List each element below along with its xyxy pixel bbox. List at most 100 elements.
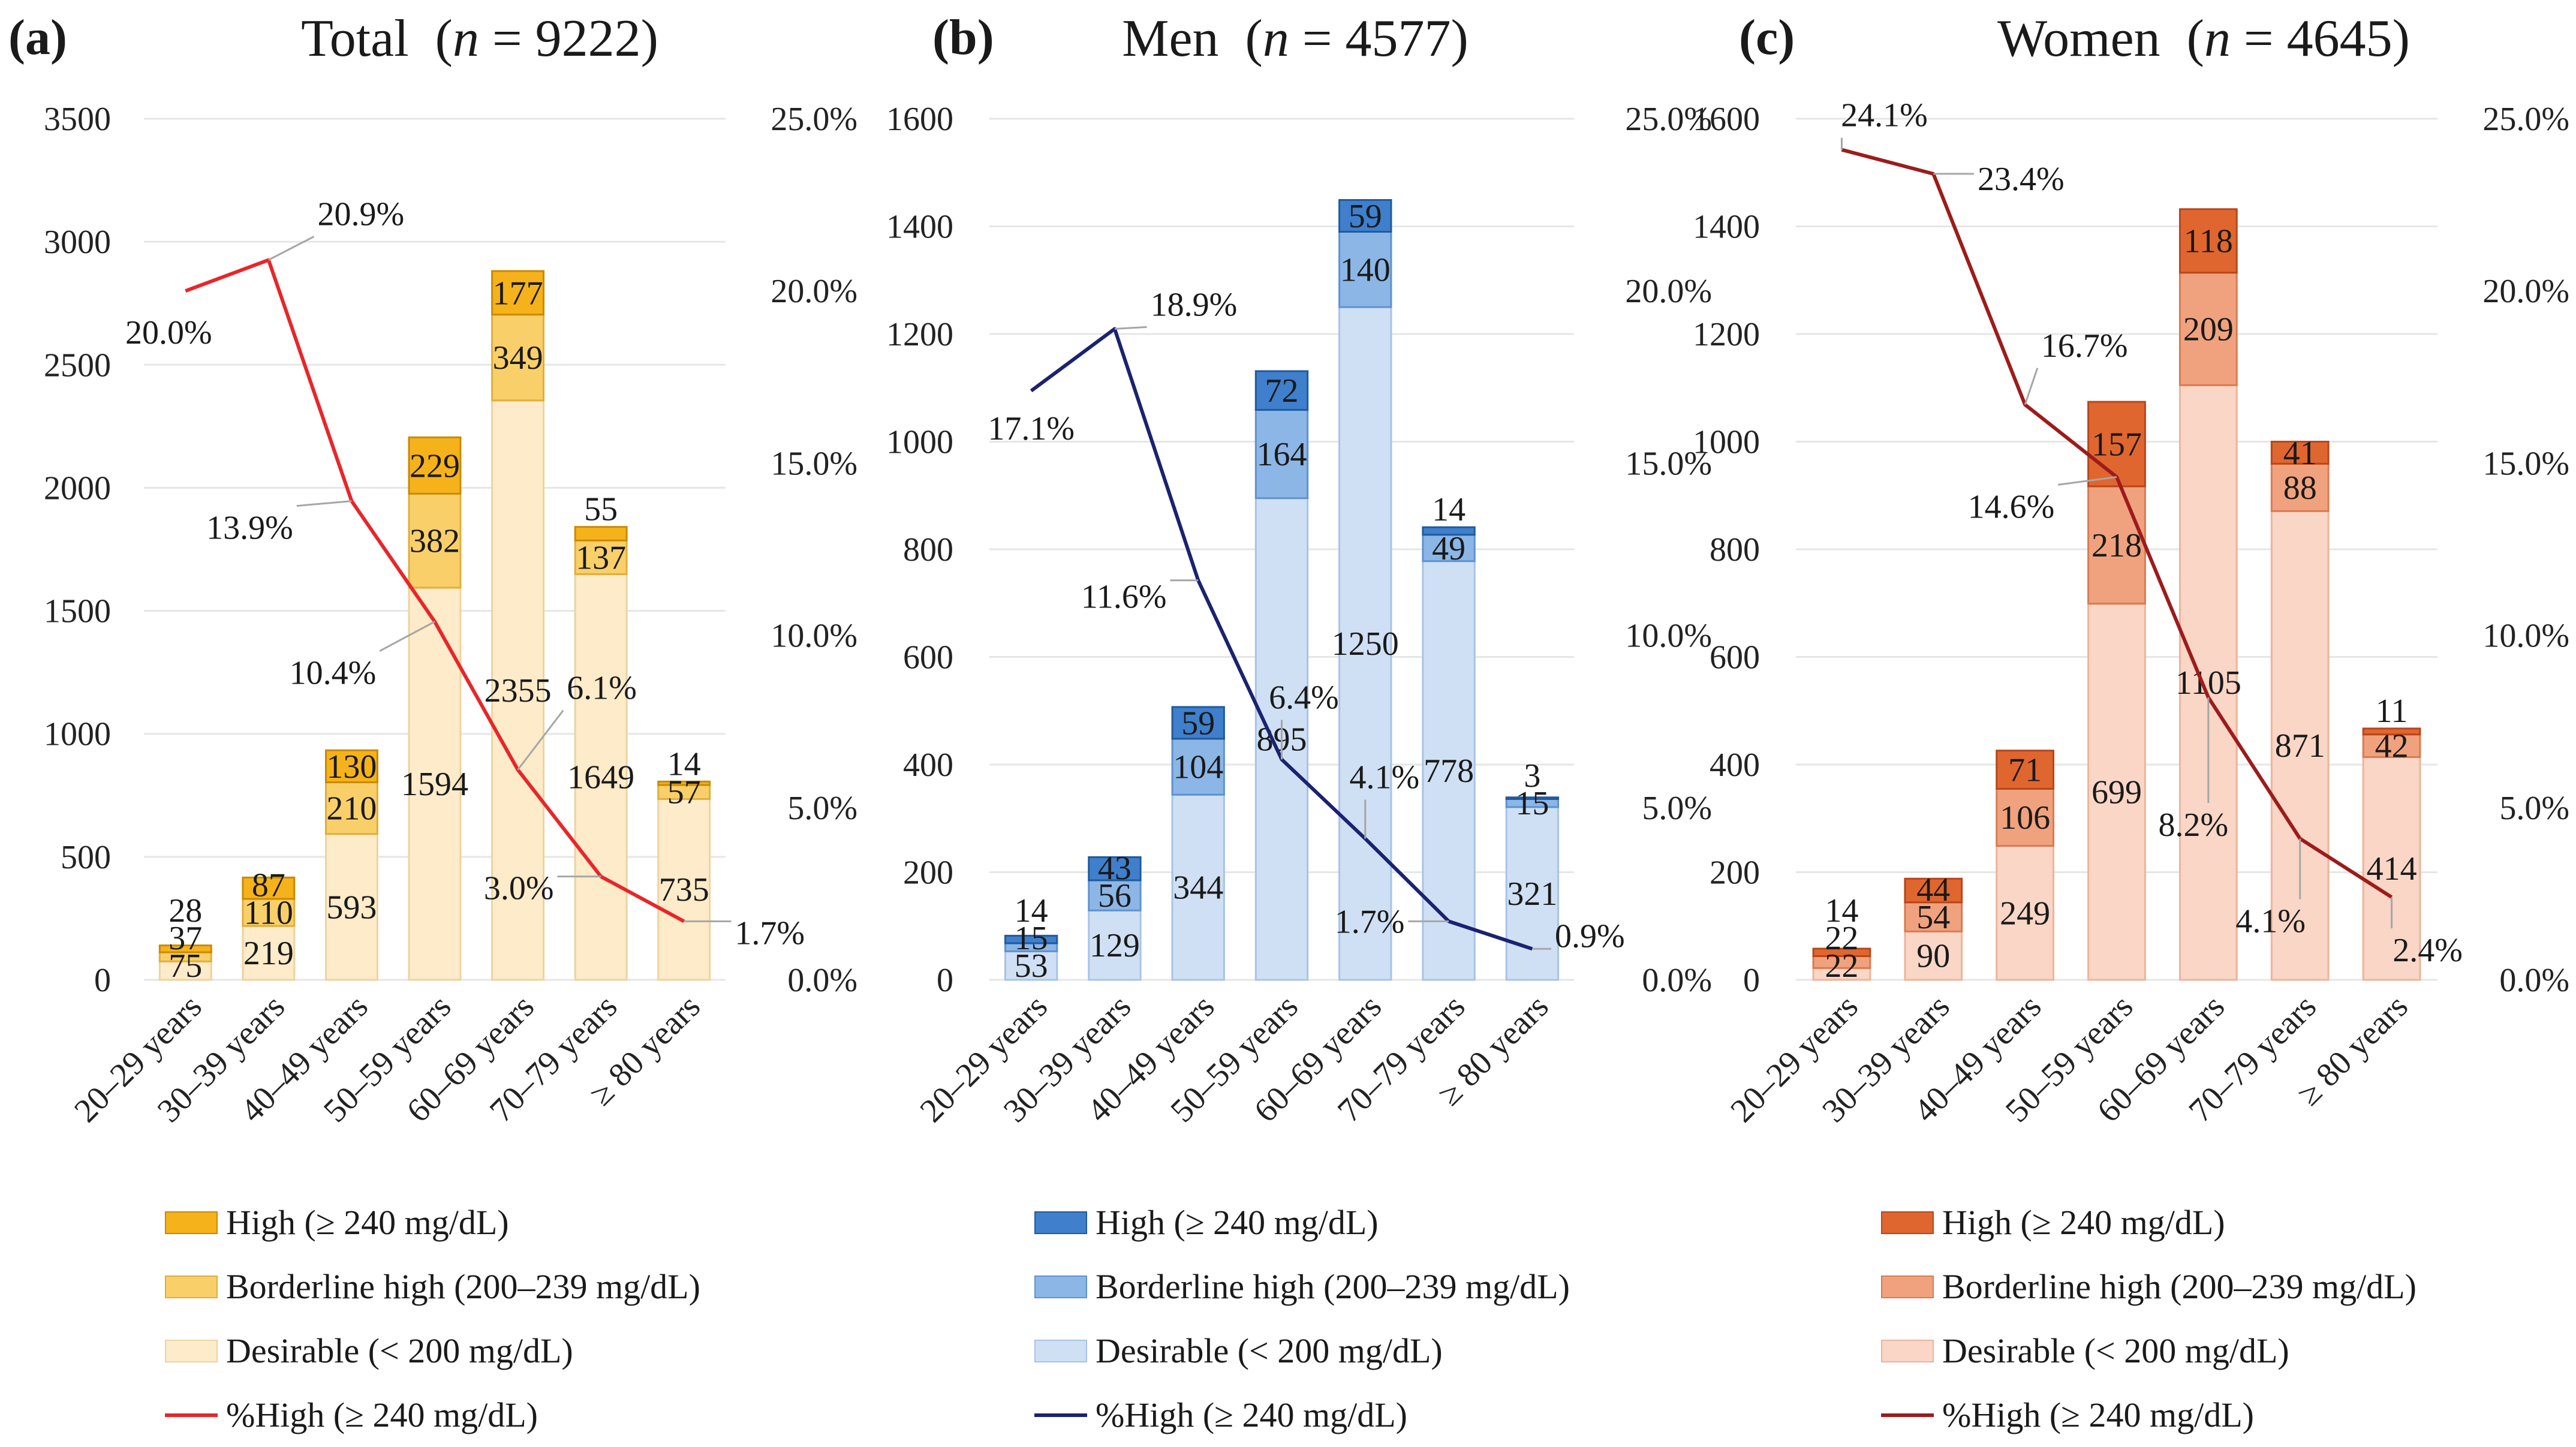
panel-a: 0 500 1000 1500 2000 2500 3000 3500 0.0% 5.0% 10.0… bbox=[44, 101, 857, 1130]
legend-swatch bbox=[1881, 1339, 1934, 1362]
bar-segment bbox=[2087, 485, 2146, 605]
y-tick-label: 600 bbox=[903, 639, 953, 676]
data-label: 11 bbox=[2376, 693, 2408, 730]
bar-segment bbox=[1422, 560, 1476, 981]
percent-label: 2.4% bbox=[2393, 932, 2463, 969]
legend-label: Desirable (< 200 mg/dL) bbox=[226, 1331, 573, 1370]
leader-line bbox=[517, 709, 564, 771]
leader-line bbox=[268, 236, 315, 261]
title-text: Total bbox=[301, 10, 409, 68]
y-tick-label: 0 bbox=[937, 962, 953, 999]
y-tick-label: 1200 bbox=[1693, 316, 1760, 353]
legend-swatch bbox=[1034, 1275, 1087, 1298]
percent-label: 3.0% bbox=[484, 870, 554, 907]
percent-label: 4.1% bbox=[1349, 759, 1419, 796]
data-label: 349 bbox=[493, 339, 543, 377]
legend-label: %High (≥ 240 mg/dL) bbox=[1942, 1395, 2254, 1434]
data-label: 75 bbox=[168, 947, 202, 985]
bar-segment bbox=[158, 960, 212, 981]
data-label: 43 bbox=[1098, 850, 1131, 887]
bar-segment bbox=[2087, 603, 2146, 981]
legend-item-high: High (≥ 240 mg/dL) bbox=[165, 1190, 700, 1255]
bar-segment bbox=[1904, 930, 1963, 981]
y2-tick-label: 5.0% bbox=[2499, 790, 2569, 827]
y2-tick-label: 25.0% bbox=[771, 101, 857, 138]
data-label: 177 bbox=[493, 275, 543, 312]
bar-segment bbox=[2087, 401, 2146, 488]
percent-label: 17.1% bbox=[988, 410, 1075, 447]
data-label: 210 bbox=[326, 790, 377, 828]
legend-swatch bbox=[1881, 1211, 1934, 1234]
y2-tick-label: 15.0% bbox=[1625, 445, 1712, 482]
data-label: 22 bbox=[1825, 920, 1858, 957]
data-label: 1649 bbox=[567, 759, 634, 796]
y2-tick-label: 5.0% bbox=[787, 790, 857, 827]
n-symbol: n bbox=[452, 10, 479, 68]
data-label: 104 bbox=[1173, 749, 1223, 786]
data-label: 72 bbox=[1265, 372, 1299, 410]
y2-tick-label: 15.0% bbox=[2482, 445, 2569, 482]
y-tick-label: 2500 bbox=[44, 347, 111, 384]
y-tick-label: 0 bbox=[94, 962, 111, 999]
data-label: 1250 bbox=[1332, 625, 1399, 663]
bar-segment bbox=[2178, 272, 2238, 386]
data-label: 2355 bbox=[484, 672, 552, 709]
bar-segment bbox=[657, 780, 711, 786]
legend-swatch bbox=[1881, 1275, 1934, 1298]
bar-segment bbox=[1088, 856, 1142, 882]
bar-segment bbox=[1996, 845, 2055, 981]
y-tick-label: 800 bbox=[903, 531, 953, 568]
percent-label: 11.6% bbox=[1081, 579, 1167, 616]
data-label: 129 bbox=[1090, 927, 1140, 964]
bar-segment bbox=[1505, 796, 1560, 800]
data-label: 90 bbox=[1916, 938, 1950, 975]
legend-label: Borderline high (200–239 mg/dL) bbox=[1096, 1267, 1570, 1306]
bar-segment bbox=[657, 798, 711, 981]
data-label: 1594 bbox=[401, 766, 468, 803]
legend-label: High (≥ 240 mg/dL) bbox=[1096, 1203, 1379, 1242]
y-tick-label: 1000 bbox=[44, 716, 111, 753]
data-label: 37 bbox=[168, 920, 202, 957]
data-label: 3 bbox=[1524, 757, 1540, 795]
data-label: 321 bbox=[1507, 876, 1557, 913]
data-label: 56 bbox=[1098, 877, 1131, 914]
percent-label: 24.1% bbox=[1841, 97, 1928, 134]
title-text: Men bbox=[1122, 10, 1219, 68]
legend-line bbox=[165, 1413, 218, 1417]
percent-label: 23.4% bbox=[1978, 161, 2065, 198]
bar-segment bbox=[1422, 526, 1476, 536]
legend-item-line: %High (≥ 240 mg/dL) bbox=[1034, 1383, 1570, 1447]
data-label: 219 bbox=[243, 935, 294, 972]
bar-segment bbox=[1254, 370, 1309, 411]
bar-segment bbox=[1171, 706, 1225, 740]
data-label: 735 bbox=[659, 871, 709, 908]
bar-segment bbox=[574, 526, 628, 542]
n-value: 4645 bbox=[2286, 10, 2393, 68]
bar-segment bbox=[491, 399, 545, 981]
bar-segment bbox=[2270, 441, 2330, 465]
y2-tick-label: 25.0% bbox=[1625, 101, 1712, 138]
bar-segment bbox=[1996, 787, 2055, 847]
percent-label: 6.1% bbox=[567, 670, 637, 707]
y2-tick-label: 5.0% bbox=[1642, 790, 1712, 827]
panel-a-label: (a) bbox=[8, 10, 67, 65]
data-label: 41 bbox=[2283, 435, 2317, 472]
legend-item-high: High (≥ 240 mg/dL) bbox=[1881, 1190, 2416, 1255]
data-label: 218 bbox=[2092, 527, 2142, 564]
bar-segment bbox=[324, 749, 378, 784]
leaders bbox=[268, 236, 732, 922]
y-tick-label: 200 bbox=[903, 855, 953, 892]
bar-segment bbox=[1338, 230, 1392, 308]
data-label: 28 bbox=[168, 892, 202, 929]
bars bbox=[158, 270, 711, 981]
data-label: 55 bbox=[584, 491, 618, 528]
panel-b-title: Men (n = 4577) bbox=[1122, 10, 1468, 68]
n-value: 9222 bbox=[535, 10, 641, 68]
data-label: 15 bbox=[1015, 920, 1048, 957]
bar-segment bbox=[1812, 947, 1871, 958]
bar-segment bbox=[1904, 877, 1963, 904]
y2-tick-label: 0.0% bbox=[787, 962, 857, 999]
percent-label: 20.9% bbox=[318, 196, 405, 233]
data-label: 42 bbox=[2375, 728, 2409, 765]
legend-item-desirable: Desirable (< 200 mg/dL) bbox=[165, 1319, 700, 1383]
